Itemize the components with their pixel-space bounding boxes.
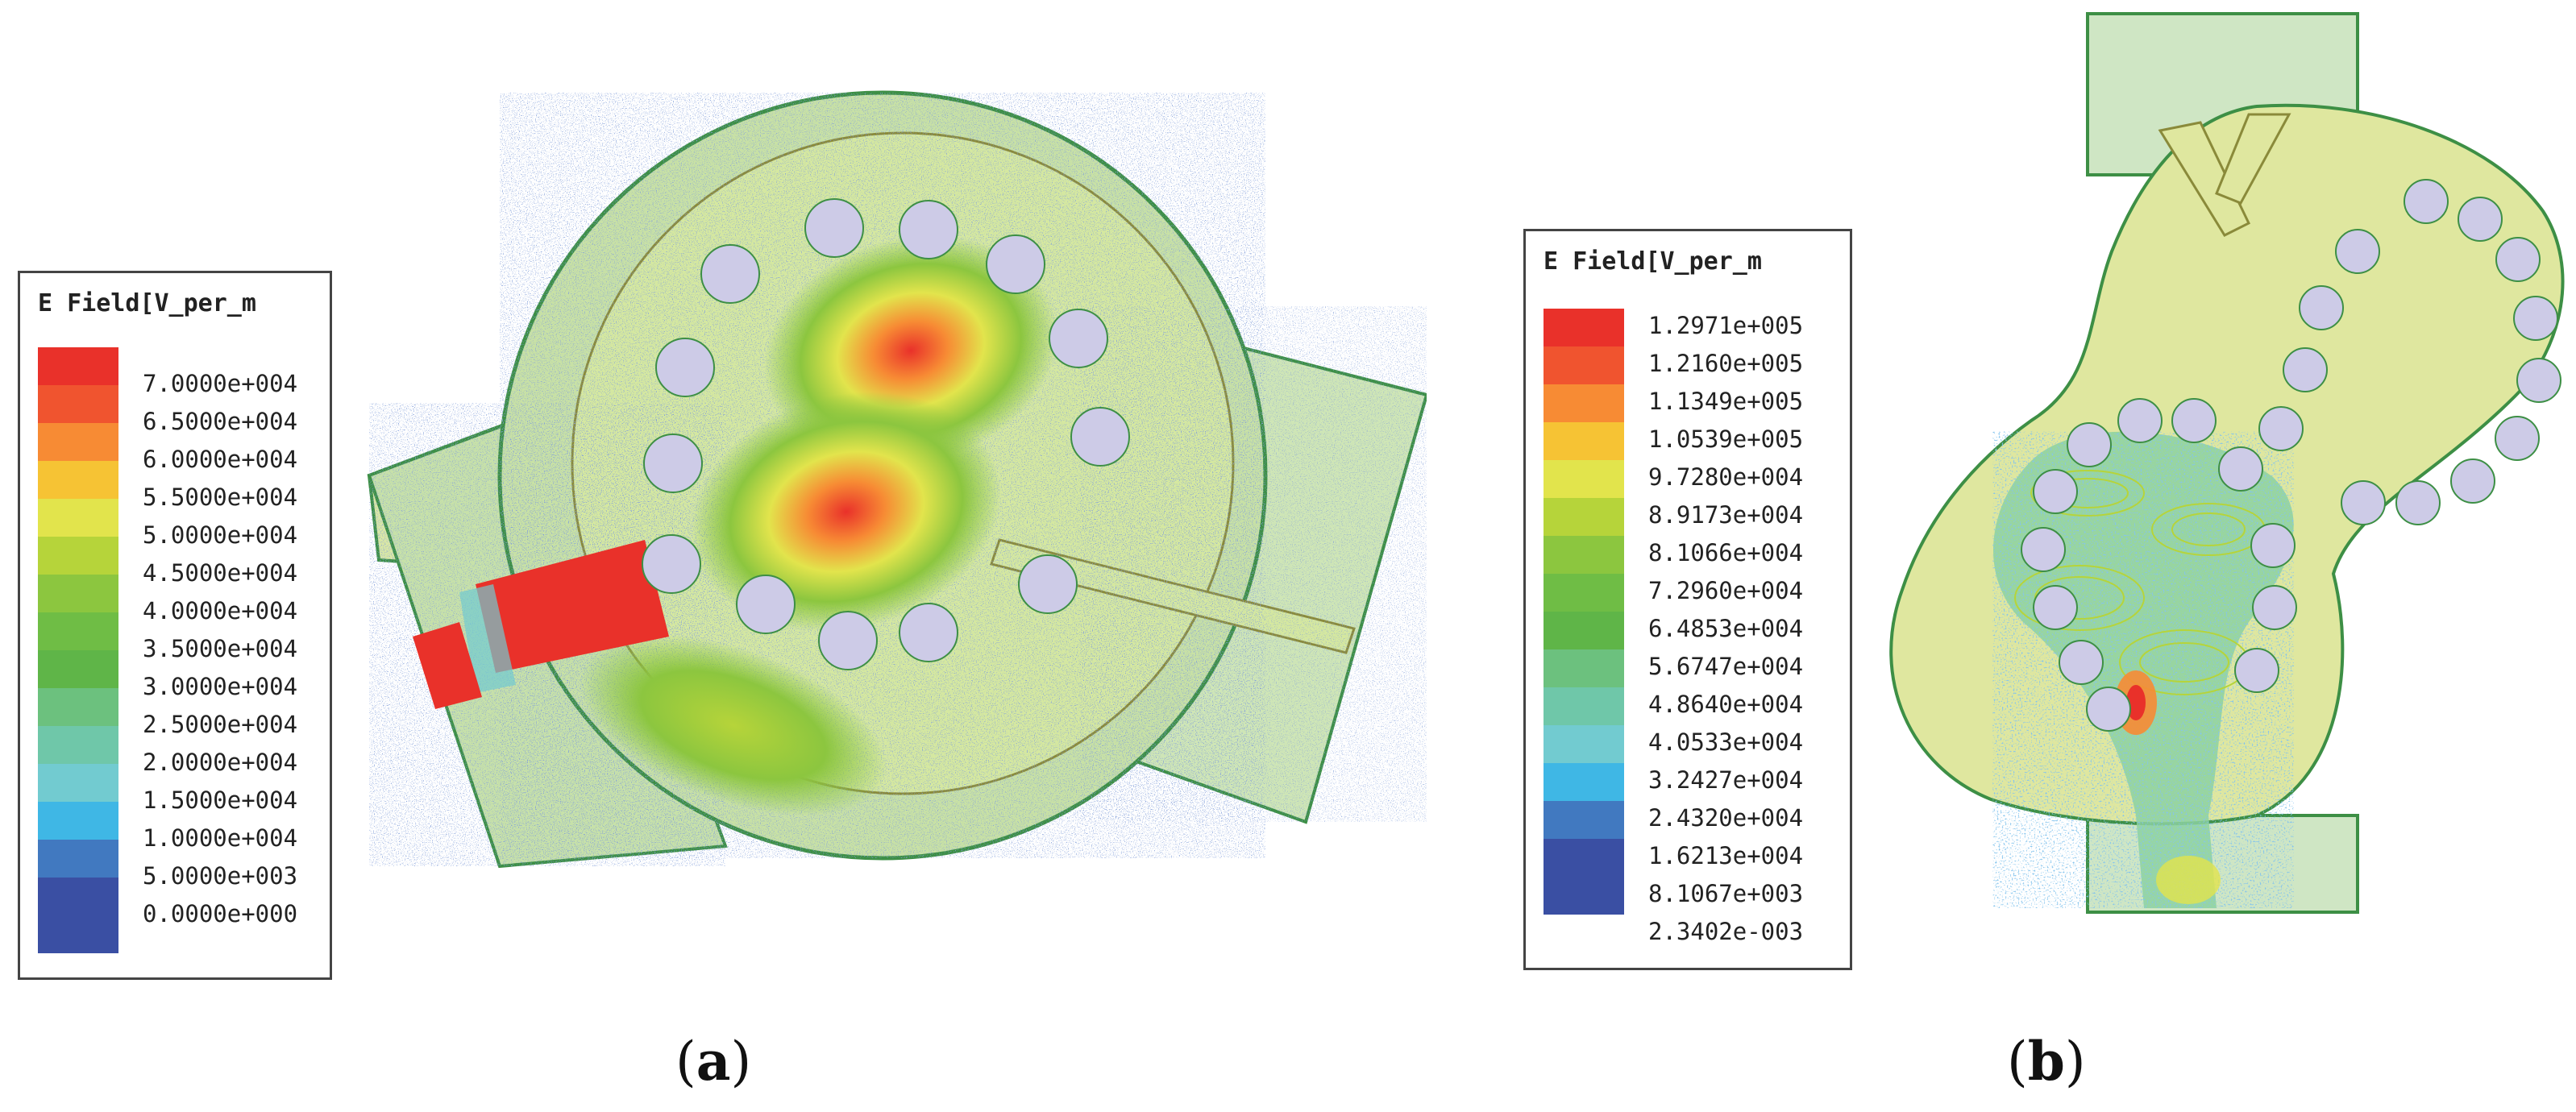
legend-b-value: 7.2960e+004 xyxy=(1648,577,1804,604)
legend-b-value: 4.8640e+004 xyxy=(1648,691,1804,718)
legend-a-value: 2.5000e+004 xyxy=(143,711,298,738)
legend-b: E Field[V_per_m 1.2971e+005 1.2160e+005 1.… xyxy=(1523,229,1852,970)
legend-a-value: 5.5000e+004 xyxy=(143,483,298,511)
legend-a-swatch xyxy=(38,878,118,915)
panel-label-a: (a) xyxy=(675,1030,752,1093)
legend-a-swatch xyxy=(38,423,118,461)
legend-b-scale: 1.2971e+005 1.2160e+005 1.1349e+005 1.0539e… xyxy=(1544,309,1850,953)
legend-a-swatch xyxy=(38,802,118,840)
legend-b-swatch xyxy=(1544,877,1624,915)
legend-b-swatch xyxy=(1544,536,1624,574)
legend-a-value: 1.5000e+004 xyxy=(143,786,298,814)
legend-a-value: 5.0000e+004 xyxy=(143,521,298,549)
legend-b-swatch xyxy=(1544,649,1624,687)
legend-a-swatch xyxy=(38,726,118,764)
legend-b-swatch xyxy=(1544,422,1624,460)
legend-a-swatch xyxy=(38,575,118,612)
legend-a-value: 5.0000e+003 xyxy=(143,862,298,890)
legend-a-value: 4.0000e+004 xyxy=(143,597,298,624)
legend-b-value: 1.2160e+005 xyxy=(1648,350,1804,377)
legend-a-swatch xyxy=(38,612,118,650)
legend-b-value: 9.7280e+004 xyxy=(1648,463,1804,491)
legend-b-swatch xyxy=(1544,801,1624,839)
legend-a-value: 7.0000e+004 xyxy=(143,370,298,397)
legend-b-value: 4.0533e+004 xyxy=(1648,728,1804,756)
legend-a-swatch xyxy=(38,499,118,537)
legend-a-swatch xyxy=(38,650,118,688)
legend-a-swatch xyxy=(38,385,118,423)
legend-b-swatch xyxy=(1544,612,1624,649)
legend-b-swatch xyxy=(1544,839,1624,877)
panel-label-b: (b) xyxy=(2007,1030,2086,1093)
legend-b-value: 1.1349e+005 xyxy=(1648,388,1804,415)
legend-b-value: 3.2427e+004 xyxy=(1648,766,1804,794)
legend-b-swatch xyxy=(1544,574,1624,612)
legend-a-value: 3.0000e+004 xyxy=(143,673,298,700)
legend-b-swatch xyxy=(1544,309,1624,346)
legend-a-swatch xyxy=(38,461,118,499)
legend-a-value: 4.5000e+004 xyxy=(143,559,298,587)
legend-a-value: 6.0000e+004 xyxy=(143,446,298,473)
legend-a-value: 0.0000e+000 xyxy=(143,900,298,927)
legend-b-swatch xyxy=(1544,460,1624,498)
legend-a-title: E Field[V_per_m xyxy=(38,289,256,317)
legend-b-value: 6.4853e+004 xyxy=(1648,615,1804,642)
legend-b-swatch xyxy=(1544,725,1624,763)
legend-b-swatch xyxy=(1544,384,1624,422)
legend-a-swatch xyxy=(38,537,118,575)
legend-b-value: 1.6213e+004 xyxy=(1648,842,1804,869)
cavity-b xyxy=(1889,12,2565,914)
legend-a-value: 1.0000e+004 xyxy=(143,824,298,852)
field-plot-b xyxy=(1889,12,2565,914)
legend-b-swatch xyxy=(1544,763,1624,801)
legend-b-value: 2.3402e-003 xyxy=(1648,918,1804,945)
legend-b-value: 8.9173e+004 xyxy=(1648,501,1804,529)
legend-b-value: 8.1067e+003 xyxy=(1648,880,1804,907)
legend-a: E Field[V_per_m 7.0000e+004 6.5000e+004 6.… xyxy=(18,271,332,980)
cavity-a xyxy=(367,90,1427,869)
legend-a-swatch xyxy=(38,347,118,385)
legend-a-scale: 7.0000e+004 6.5000e+004 6.0000e+004 5.5000e… xyxy=(38,347,328,960)
legend-a-value: 6.5000e+004 xyxy=(143,408,298,435)
legend-b-value: 1.2971e+005 xyxy=(1648,312,1804,339)
legend-a-swatch xyxy=(38,688,118,726)
legend-a-swatch xyxy=(38,840,118,878)
legend-a-value: 2.0000e+004 xyxy=(143,749,298,776)
legend-b-title: E Field[V_per_m xyxy=(1544,247,1762,276)
field-plot-a xyxy=(367,90,1427,869)
legend-a-swatch xyxy=(38,915,118,953)
legend-b-swatch xyxy=(1544,687,1624,725)
legend-a-swatch xyxy=(38,764,118,802)
legend-b-value: 8.1066e+004 xyxy=(1648,539,1804,566)
legend-b-swatch xyxy=(1544,498,1624,536)
legend-a-value: 3.5000e+004 xyxy=(143,635,298,662)
legend-b-swatch xyxy=(1544,346,1624,384)
legend-b-value: 2.4320e+004 xyxy=(1648,804,1804,832)
legend-b-value: 1.0539e+005 xyxy=(1648,425,1804,453)
legend-b-value: 5.6747e+004 xyxy=(1648,653,1804,680)
